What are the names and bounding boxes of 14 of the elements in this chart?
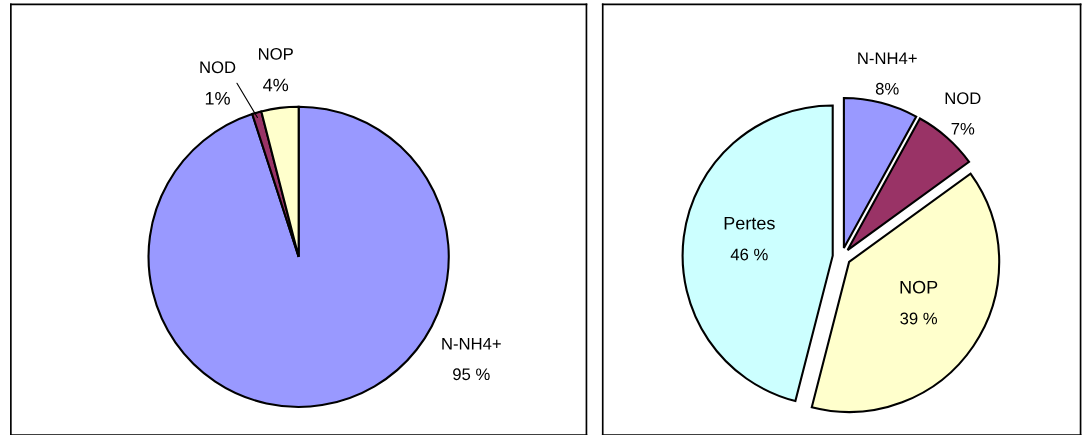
data-label: 4% xyxy=(263,78,289,92)
slice-label: NOD xyxy=(945,92,981,105)
slice-label: NOP xyxy=(259,48,293,60)
data-label: 39 % xyxy=(900,312,938,325)
data-label: 8% xyxy=(875,82,899,95)
data-label: 95 % xyxy=(453,368,490,381)
data-label: 46 % xyxy=(730,248,768,261)
slice-label: NOP xyxy=(900,280,938,294)
slice-label: N-NH4+ xyxy=(858,52,917,64)
slice-label: N-NH4+ xyxy=(442,337,501,350)
data-label: 1% xyxy=(205,92,230,105)
data-label: 7% xyxy=(951,122,975,135)
slice-label: Pertes xyxy=(724,216,775,230)
slice-label: NOD xyxy=(200,61,236,74)
